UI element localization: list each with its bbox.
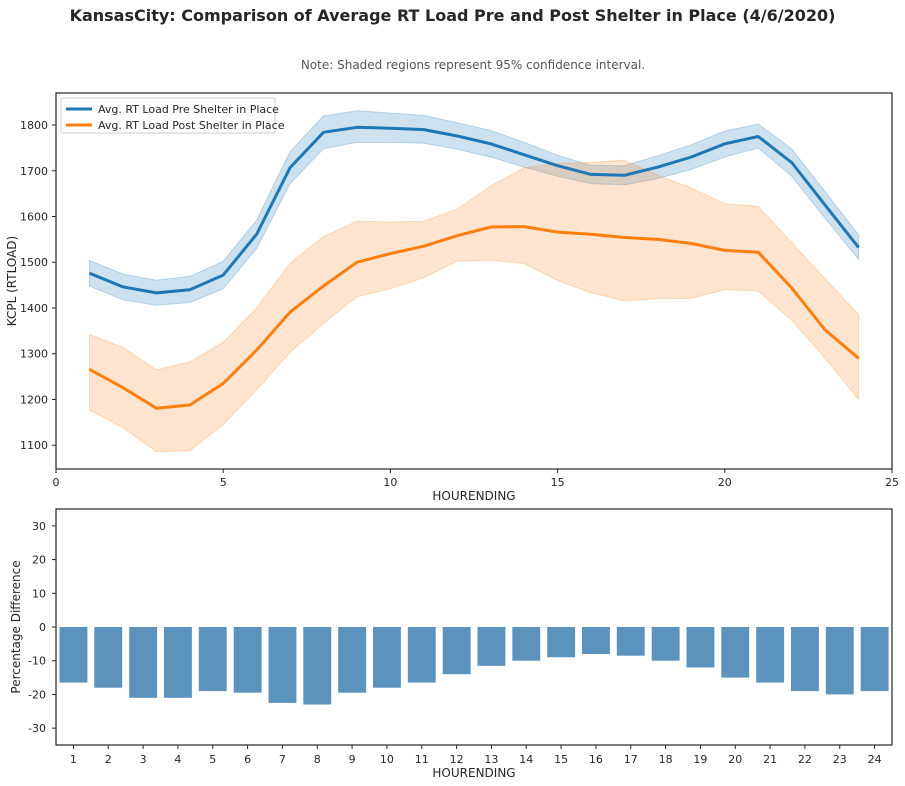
bar-hour-19 — [686, 627, 715, 668]
bar-x-tick-label: 4 — [174, 753, 181, 766]
bar-hour-16 — [582, 627, 610, 654]
y-tick-label: 1300 — [20, 348, 48, 361]
x-tick-label: 0 — [53, 476, 60, 489]
chart-subtitle: Note: Shaded regions represent 95% confi… — [300, 58, 646, 72]
bar-x-tick-label: 23 — [833, 753, 847, 766]
bar-x-tick-label: 13 — [484, 753, 498, 766]
y-tick-label: 1200 — [20, 393, 48, 406]
bar-hour-4 — [164, 627, 192, 698]
bar-x-tick-label: 12 — [450, 753, 464, 766]
bar-hour-2 — [94, 627, 123, 688]
bar-x-tick-label: 21 — [763, 753, 777, 766]
bar-x-tick-label: 20 — [728, 753, 742, 766]
bar-hour-5 — [198, 627, 227, 692]
bar-x-tick-label: 14 — [519, 753, 533, 766]
bar-hour-18 — [651, 627, 680, 661]
y-tick-label: 1400 — [20, 302, 48, 315]
plot-frame-top — [55, 92, 893, 470]
y-tick-label: 1600 — [20, 211, 48, 224]
y-tick-label: 1800 — [20, 119, 48, 132]
bar-x-tick-label: 10 — [380, 753, 394, 766]
bar-y-tick-label: 20 — [32, 554, 46, 567]
bar-x-tick-label: 2 — [105, 753, 112, 766]
legend-box — [60, 97, 276, 134]
bar-x-tick-label: 18 — [659, 753, 673, 766]
bar-x-axis-label: HOURENDING — [432, 766, 515, 780]
legend-label-post: Avg. RT Load Post Shelter in Place — [98, 119, 285, 132]
bar-hour-20 — [721, 627, 750, 678]
bar-y-tick-label: -20 — [28, 688, 46, 701]
x-tick-label: 25 — [885, 476, 899, 489]
bar-y-tick-label: 10 — [32, 587, 46, 600]
bar-y-axis-label: Percentage Difference — [9, 560, 23, 693]
bar-x-tick-label: 16 — [589, 753, 603, 766]
bar-x-tick-label: 17 — [624, 753, 638, 766]
x-tick-label: 20 — [718, 476, 732, 489]
series-line-post — [88, 225, 860, 410]
x-tick-label: 10 — [383, 476, 397, 489]
bar-hour-6 — [233, 627, 262, 693]
bar-x-tick-label: 7 — [279, 753, 286, 766]
bar-hour-21 — [756, 627, 785, 683]
x-axis-label: HOURENDING — [432, 489, 515, 503]
bar-x-tick-label: 22 — [798, 753, 812, 766]
bar-x-tick-label: 11 — [415, 753, 429, 766]
bar-x-tick-label: 9 — [349, 753, 356, 766]
bar-y-tick-label: 30 — [32, 520, 46, 533]
bar-hour-14 — [512, 627, 541, 661]
y-tick-label: 1100 — [20, 439, 48, 452]
bar-y-tick-label: -10 — [28, 655, 46, 668]
bar-x-tick-label: 6 — [244, 753, 251, 766]
bar-hour-10 — [373, 627, 401, 688]
x-tick-label: 5 — [220, 476, 227, 489]
bar-hour-13 — [477, 627, 506, 666]
ci-band-post — [88, 159, 860, 453]
bar-hour-11 — [407, 627, 436, 683]
ci-band-pre — [88, 110, 860, 306]
bar-hour-23 — [825, 627, 854, 695]
bar-hour-15 — [547, 627, 576, 658]
y-axis-label: KCPL (RTLOAD) — [5, 236, 19, 326]
chart-title: KansasCity: Comparison of Average RT Loa… — [69, 6, 836, 25]
bar-hour-12 — [442, 627, 471, 675]
bar-x-tick-label: 3 — [140, 753, 147, 766]
bar-y-tick-label: -30 — [28, 722, 46, 735]
legend-label-pre: Avg. RT Load Pre Shelter in Place — [98, 103, 279, 116]
bar-hour-24 — [860, 627, 889, 692]
bar-x-tick-label: 5 — [209, 753, 216, 766]
bar-hour-17 — [616, 627, 645, 656]
y-tick-label: 1500 — [20, 256, 48, 269]
bar-x-tick-label: 24 — [868, 753, 882, 766]
series-line-pre — [88, 125, 860, 295]
bar-y-tick-label: 0 — [39, 621, 46, 634]
bar-hour-22 — [791, 627, 819, 692]
bar-x-tick-label: 8 — [314, 753, 321, 766]
bar-hour-8 — [303, 627, 332, 705]
bar-hour-7 — [268, 627, 297, 703]
bar-x-tick-label: 1 — [70, 753, 77, 766]
bar-hour-3 — [129, 627, 158, 698]
bar-hour-1 — [59, 627, 88, 683]
bar-x-tick-label: 15 — [554, 753, 568, 766]
y-tick-label: 1700 — [20, 165, 48, 178]
bar-x-tick-label: 19 — [693, 753, 707, 766]
bar-hour-9 — [338, 627, 367, 693]
x-tick-label: 15 — [551, 476, 565, 489]
